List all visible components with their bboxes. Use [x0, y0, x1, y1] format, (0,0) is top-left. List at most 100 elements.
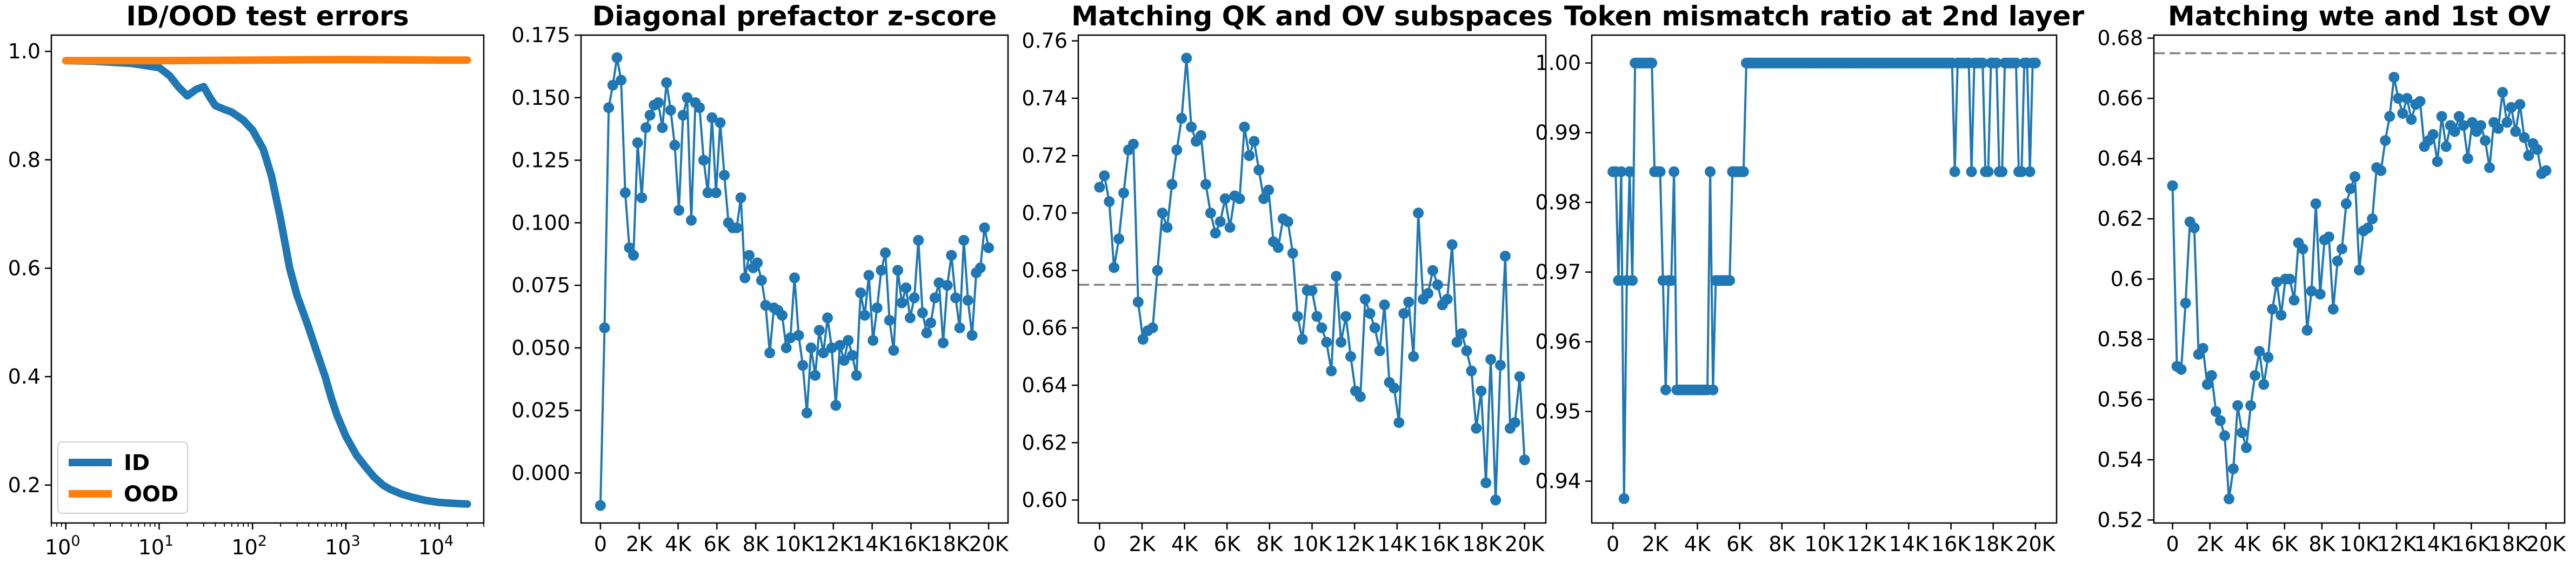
data-point	[1345, 351, 1356, 362]
data-point	[2340, 198, 2352, 210]
x-tick-label: 8K	[743, 532, 770, 556]
x-tick-label: 16K	[1931, 532, 1971, 556]
data-point	[2354, 264, 2365, 276]
data-point	[818, 347, 829, 359]
data-point	[1724, 275, 1736, 286]
y-tick-label: 0.95	[1535, 400, 1581, 424]
data-point	[1471, 423, 1482, 434]
data-point	[946, 250, 957, 261]
data-point	[2010, 57, 2021, 69]
y-tick-label: 0.6	[8, 256, 41, 280]
data-point	[2514, 99, 2526, 110]
data-point	[958, 234, 970, 246]
x-tick-label: 4K	[1171, 532, 1198, 556]
x-tick-label: 0	[1093, 532, 1106, 556]
data-point	[859, 310, 870, 321]
data-point	[1306, 285, 1318, 296]
data-point	[950, 292, 961, 304]
data-point	[735, 192, 746, 203]
data-point	[2480, 135, 2491, 146]
data-point	[1707, 384, 1719, 395]
data-point	[1427, 265, 1438, 276]
data-point	[2288, 294, 2300, 306]
data-point	[2228, 463, 2239, 474]
x-tick-label: 18K	[1973, 532, 2013, 556]
data-point	[966, 330, 978, 341]
y-tick-label: 0.62	[1022, 431, 1067, 454]
x-tick-label: 12K	[1334, 532, 1374, 556]
data-point	[1282, 216, 1293, 227]
data-point	[739, 272, 751, 284]
data-point	[644, 110, 656, 121]
x-tick-label: 12K	[813, 532, 853, 556]
data-point	[1272, 242, 1284, 253]
data-point	[1374, 345, 1385, 357]
x-tick-label: 2K	[2197, 532, 2224, 556]
data-point	[826, 342, 837, 353]
data-point	[1413, 207, 1424, 219]
data-point	[1461, 345, 1472, 357]
data-point	[2167, 180, 2178, 191]
x-tick-label: 101	[138, 533, 174, 559]
y-tick-label: 0.050	[511, 336, 570, 360]
data-point	[1403, 297, 1414, 307]
data-point	[1171, 144, 1183, 156]
data-point	[2267, 304, 2278, 315]
data-point	[2345, 183, 2356, 195]
data-point	[636, 192, 648, 203]
data-point	[1214, 216, 1226, 227]
data-point	[710, 187, 722, 198]
data-point	[1495, 359, 1506, 371]
data-point	[2393, 93, 2404, 104]
data-point	[797, 360, 809, 371]
data-point	[2201, 379, 2213, 390]
y-tick-label: 0.76	[1022, 29, 1067, 53]
y-tick-label: 0.125	[511, 149, 570, 172]
x-tick-label: 6K	[1214, 532, 1241, 556]
data-point	[1991, 57, 2002, 69]
data-point	[595, 500, 606, 511]
data-point	[1258, 193, 1270, 204]
data-point	[1364, 308, 1376, 319]
data-point	[1239, 122, 1250, 132]
y-tick-label: 1.00	[1535, 51, 1581, 75]
x-tick-label: 12K	[1847, 532, 1887, 556]
data-point	[917, 307, 928, 318]
data-point	[1613, 275, 1624, 286]
data-point	[810, 370, 821, 381]
x-tick-label: 2K	[626, 532, 653, 556]
data-point	[1157, 207, 1168, 219]
x-tick-label: 10K	[775, 532, 815, 556]
data-point	[2458, 120, 2469, 131]
data-point	[1297, 334, 1308, 345]
panel-title: Diagonal prefactor z-score	[592, 1, 997, 32]
y-tick-label: 0.100	[511, 211, 570, 234]
data-point	[1669, 166, 1680, 177]
x-tick-label: 0	[2166, 532, 2179, 556]
data-point	[1451, 337, 1463, 348]
y-tick-label: 0.60	[1022, 488, 1067, 512]
y-tick-label: 0.72	[1022, 144, 1067, 167]
x-tick-label: 14K	[1377, 532, 1417, 556]
data-point	[892, 265, 903, 276]
x-tick-label: 0	[1606, 532, 1619, 556]
data-point	[867, 335, 879, 346]
y-tick-label: 0.66	[1022, 316, 1067, 340]
y-tick-label: 0.58	[2097, 327, 2143, 351]
data-point	[1292, 311, 1303, 322]
data-point	[752, 257, 763, 269]
data-point	[1519, 454, 1530, 466]
x-tick-label: 4K	[2234, 532, 2261, 556]
data-point	[909, 292, 920, 304]
data-point	[2367, 213, 2378, 224]
data-point	[760, 300, 771, 311]
data-point	[686, 214, 697, 226]
data-point	[2271, 277, 2283, 288]
y-tick-label: 0.4	[8, 365, 41, 388]
data-point	[1196, 130, 1206, 141]
data-point	[1099, 170, 1110, 182]
data-point	[975, 262, 986, 273]
x-tick-label: 100	[45, 533, 81, 559]
data-point	[2506, 102, 2517, 113]
data-point	[2224, 493, 2234, 505]
